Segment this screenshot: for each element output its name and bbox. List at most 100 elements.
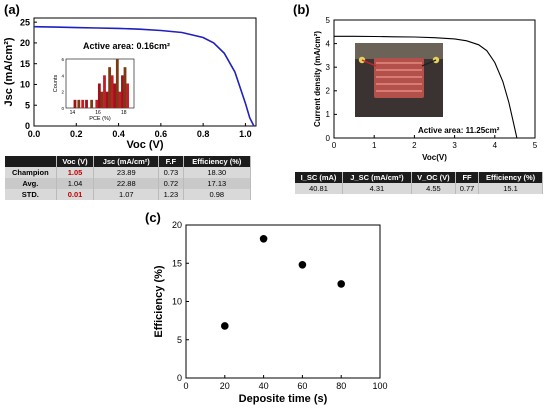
series-line bbox=[334, 35, 518, 139]
x-tick-label: 1.0 bbox=[239, 129, 252, 139]
table-row: Champion 1.05 23.89 0.73 18.30 bbox=[5, 167, 252, 178]
inset-y-tick-label: 4 bbox=[61, 73, 64, 78]
inset-bar bbox=[115, 59, 119, 108]
inset-bar bbox=[73, 99, 77, 108]
table-cell: 23.89 bbox=[93, 167, 160, 178]
table-cell: 15.1 bbox=[478, 183, 543, 194]
inset-y-axis-label: Counts bbox=[53, 75, 59, 93]
table-header: Jsc (mA/cm²) bbox=[93, 156, 160, 167]
x-tick-label: 80 bbox=[336, 381, 346, 391]
table-cell: 1.04 bbox=[56, 178, 95, 189]
x-tick-label: 1 bbox=[372, 141, 377, 150]
inset-y-tick-label: 2 bbox=[61, 90, 64, 95]
x-tick-label: 100 bbox=[372, 381, 387, 391]
scatter-point bbox=[221, 322, 229, 330]
y-axis-label: Current density (mA/cm²) bbox=[313, 31, 322, 127]
table-cell: 18.30 bbox=[183, 167, 252, 178]
x-tick-label: 0 bbox=[332, 141, 337, 150]
inset-bar bbox=[105, 91, 109, 108]
photo-wire bbox=[361, 59, 377, 67]
inset-y-tick-label: 0 bbox=[61, 106, 64, 111]
panel-b-label: (b) bbox=[293, 2, 310, 17]
device-photo bbox=[355, 43, 443, 117]
table-header: I_SC (mA) bbox=[295, 172, 344, 183]
x-tick-label: 0.6 bbox=[155, 129, 168, 139]
inset-bar bbox=[97, 83, 101, 108]
x-axis-label: Voc(V) bbox=[422, 153, 447, 162]
inset-bar bbox=[121, 75, 124, 108]
inset-bar bbox=[108, 67, 112, 108]
y-tick-label: 3 bbox=[326, 63, 331, 72]
table-header-row: I_SC (mA) J_SC (mA/cm²) V_OC (V) FF Effi… bbox=[295, 172, 543, 183]
table-header: Voc (V) bbox=[56, 156, 95, 167]
table-cell: 4.31 bbox=[342, 183, 412, 194]
x-tick-label: 0.8 bbox=[197, 129, 210, 139]
x-tick-label: 5 bbox=[533, 141, 538, 150]
photo-module bbox=[374, 58, 424, 98]
inset-x-tick-label: 18 bbox=[121, 110, 127, 116]
inset-bar bbox=[126, 83, 129, 108]
table-cell: 0.73 bbox=[158, 167, 184, 178]
table-cell: 1.23 bbox=[158, 189, 184, 200]
table-header: V_OC (V) bbox=[411, 172, 457, 183]
scatter-point bbox=[337, 280, 346, 288]
panel-a-label: (a) bbox=[4, 2, 20, 17]
table-cell: Avg. bbox=[5, 178, 57, 189]
x-tick-label: 20 bbox=[220, 381, 230, 391]
x-tick-label: 4 bbox=[493, 141, 498, 150]
y-tick-label: 4 bbox=[326, 39, 331, 48]
y-tick-label: 1 bbox=[326, 110, 331, 119]
panel-c-label: (c) bbox=[145, 210, 161, 225]
y-tick-label: 5 bbox=[177, 335, 182, 345]
y-tick-label: 15 bbox=[20, 59, 30, 69]
panel-b-table: I_SC (mA) J_SC (mA/cm²) V_OC (V) FF Effi… bbox=[295, 172, 543, 194]
plot-frame bbox=[185, 224, 381, 379]
y-tick-label: 5 bbox=[326, 16, 331, 25]
y-tick-label: 25 bbox=[20, 17, 30, 27]
table-cell: 1.07 bbox=[93, 189, 160, 200]
table-cell: 1.05 bbox=[56, 167, 95, 178]
table-header: Efficiency (%) bbox=[478, 172, 543, 183]
table-row: 40.81 4.31 4.55 0.77 15.1 bbox=[295, 183, 543, 194]
panel-b-chart: 0 1 2 3 4 5 0 1 2 3 4 5 Voc(V) Current density (mA/cm… bbox=[313, 16, 538, 162]
y-tick-label: 10 bbox=[172, 297, 182, 307]
table-header: Efficiency (%) bbox=[183, 156, 252, 167]
y-tick-label: 0 bbox=[25, 121, 30, 131]
y-tick-label: 2 bbox=[326, 87, 331, 96]
active-area-annotation: Active area: 0.16cm² bbox=[83, 41, 170, 51]
plot-frame bbox=[33, 17, 257, 127]
inset-bar bbox=[90, 99, 94, 108]
x-tick-label: 0.2 bbox=[70, 129, 83, 139]
x-axis-label: Deposite time (s) bbox=[239, 393, 328, 405]
table-cell: 22.88 bbox=[93, 178, 160, 189]
x-tick-label: 3 bbox=[452, 141, 457, 150]
table-header: F.F bbox=[158, 156, 184, 167]
series-line bbox=[33, 25, 255, 127]
table-cell: 4.55 bbox=[411, 183, 457, 194]
y-tick-label: 20 bbox=[172, 220, 182, 230]
table-row: Avg. 1.04 22.88 0.72 17.13 bbox=[5, 178, 252, 189]
table-cell: 40.81 bbox=[295, 183, 344, 194]
inset-histogram: 14 16 18 0 2 4 6 PCE (%) Counts bbox=[53, 57, 135, 122]
table-cell: 0.01 bbox=[56, 189, 95, 200]
y-axis-label: Jsc (mA/cm²) bbox=[3, 37, 15, 106]
x-tick-label: 0 bbox=[183, 381, 188, 391]
table-cell: 0.98 bbox=[183, 189, 252, 200]
inset-x-axis-label: PCE (%) bbox=[89, 116, 111, 122]
table-cell: STD. bbox=[5, 189, 57, 200]
scatter-point bbox=[259, 234, 268, 243]
photo-wire bbox=[421, 59, 437, 67]
y-tick-label: 0 bbox=[326, 134, 331, 143]
inset-bar bbox=[85, 99, 88, 108]
table-cell: 0.72 bbox=[158, 178, 184, 189]
y-axis-label: Efficiency (%) bbox=[153, 265, 165, 337]
inset-bar bbox=[95, 99, 99, 108]
x-tick-label: 0.0 bbox=[28, 129, 41, 139]
plot-frame bbox=[333, 19, 536, 139]
table-cell: 0.77 bbox=[455, 183, 480, 194]
inset-bar bbox=[118, 91, 122, 108]
photo-top-shade bbox=[355, 43, 443, 59]
panel-c-chart: 0 20 40 60 80 100 0 5 10 15 20 Deposite time (s) Eff… bbox=[153, 220, 388, 405]
